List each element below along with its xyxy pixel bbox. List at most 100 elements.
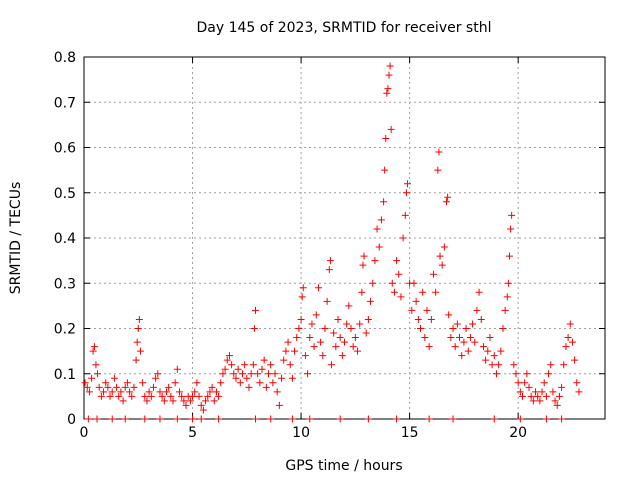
data-point (519, 392, 527, 400)
data-point (81, 379, 89, 387)
data-point (249, 361, 257, 369)
data-point (317, 338, 325, 346)
data-point (508, 211, 516, 219)
data-point (119, 397, 127, 405)
data-point (369, 279, 377, 287)
data-point (306, 334, 314, 342)
data-point (364, 415, 372, 423)
data-point (262, 383, 270, 391)
data-point (558, 415, 566, 423)
data-point (401, 211, 409, 219)
data-point (532, 388, 540, 396)
data-point (414, 315, 422, 323)
data-point (471, 338, 479, 346)
data-point (377, 216, 385, 224)
data-point (534, 392, 542, 400)
data-point (173, 415, 181, 423)
data-point (540, 379, 548, 387)
x-tick-label: 15 (401, 425, 419, 441)
data-point (402, 189, 410, 197)
data-point (284, 338, 292, 346)
data-point (423, 306, 431, 314)
y-tick-label: 0.5 (54, 186, 76, 202)
data-point (326, 257, 334, 265)
data-point (180, 397, 188, 405)
data-point (393, 257, 401, 265)
data-point (288, 415, 296, 423)
data-point (221, 365, 229, 373)
data-point (275, 401, 283, 409)
data-point (538, 388, 546, 396)
data-point (167, 392, 175, 400)
data-point (158, 392, 166, 400)
data-point (351, 334, 359, 342)
data-point (282, 347, 290, 355)
data-point (514, 379, 522, 387)
data-point (503, 293, 511, 301)
data-point (393, 415, 401, 423)
data-point (521, 379, 529, 387)
data-point (444, 193, 452, 201)
data-point (516, 415, 524, 423)
data-point (341, 338, 348, 346)
data-point (490, 352, 498, 360)
data-point (525, 383, 533, 391)
data-point (191, 388, 199, 396)
data-point (286, 361, 294, 369)
y-tick-label: 0.3 (54, 276, 76, 292)
data-point (479, 343, 487, 351)
data-point (555, 392, 563, 400)
data-point (549, 388, 557, 396)
data-point (399, 234, 407, 242)
data-point (178, 392, 186, 400)
data-point (347, 325, 355, 332)
data-point (152, 374, 160, 382)
data-point (336, 415, 344, 423)
data-point (269, 379, 277, 387)
data-point (568, 338, 576, 346)
data-point (571, 356, 579, 364)
data-point (304, 370, 312, 378)
data-point (447, 334, 455, 342)
data-point (89, 347, 97, 355)
data-point (449, 415, 457, 423)
data-point (297, 315, 305, 323)
data-point (390, 288, 398, 296)
data-point (516, 388, 524, 396)
data-point (566, 320, 574, 328)
x-tick-label: 0 (80, 425, 89, 441)
data-point (477, 315, 485, 323)
data-point (545, 370, 553, 378)
data-point (232, 374, 240, 382)
data-point (358, 288, 366, 296)
data-point (436, 252, 444, 260)
data-point (425, 415, 433, 423)
data-point (497, 347, 505, 355)
data-point (381, 166, 389, 174)
data-point (397, 293, 405, 301)
data-point (108, 415, 116, 423)
data-point (173, 365, 181, 373)
data-point (100, 388, 108, 396)
data-point (92, 361, 100, 369)
data-point (482, 356, 490, 364)
data-point (408, 306, 416, 314)
data-point (490, 415, 498, 423)
data-point (228, 361, 236, 369)
data-point (251, 306, 259, 314)
data-point (456, 334, 464, 342)
y-tick-label: 0.4 (54, 231, 76, 247)
data-point (473, 306, 481, 314)
data-point (314, 284, 322, 292)
data-point (564, 334, 572, 342)
data-point (507, 225, 515, 233)
data-point (189, 415, 197, 423)
chart-title: Day 145 of 2023, SRMTID for receiver sth… (197, 20, 492, 36)
data-point (416, 325, 424, 332)
data-point (312, 311, 320, 319)
data-point (121, 383, 129, 391)
data-point (217, 379, 225, 387)
data-point (460, 338, 468, 346)
data-point (215, 415, 223, 423)
